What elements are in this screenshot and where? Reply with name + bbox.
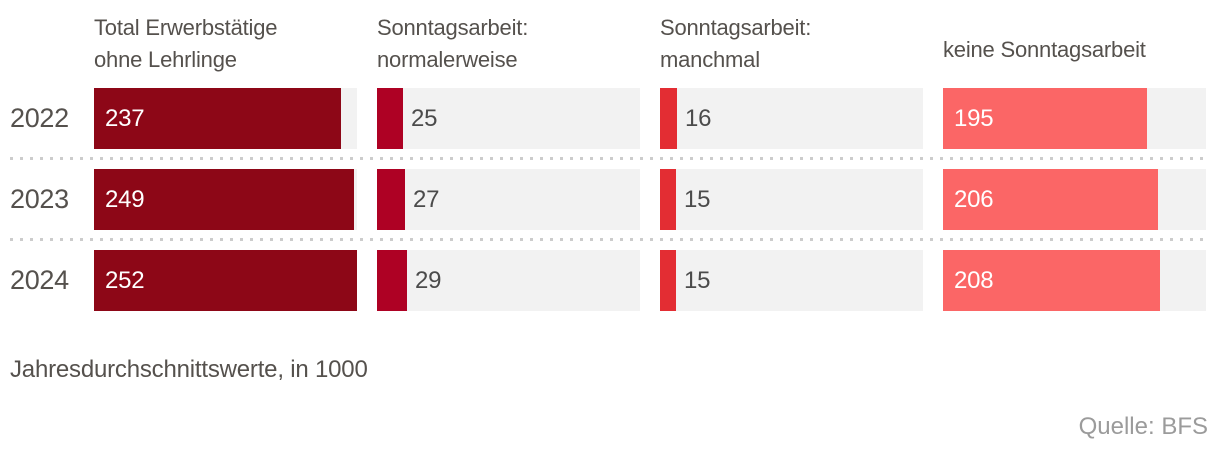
column-header: Total Erwerbstätige ohne Lehrlinge	[94, 15, 278, 72]
chart-row: 2024 252 29 15 208	[0, 250, 1220, 311]
bar-value: 252	[105, 267, 145, 294]
row-separator	[10, 238, 1208, 241]
chart-row: 2022 237 25 16 195	[0, 88, 1220, 149]
bar-track: 249	[94, 169, 357, 230]
bar-track: 15	[660, 250, 923, 311]
year-label: 2023	[10, 184, 69, 214]
bar-track: 237	[94, 88, 357, 149]
bar	[943, 250, 1160, 311]
bar	[94, 169, 354, 230]
year-label: 2024	[10, 265, 69, 295]
bar	[377, 169, 405, 230]
bar	[660, 250, 676, 311]
bar	[660, 169, 676, 230]
bar-track: 29	[377, 250, 640, 311]
bar-track: 195	[943, 88, 1206, 149]
bar-value: 208	[954, 267, 994, 294]
bar	[94, 250, 357, 311]
bar	[94, 88, 341, 149]
bar-value: 16	[685, 105, 712, 132]
bar-track: 27	[377, 169, 640, 230]
bar-track: 252	[94, 250, 357, 311]
column-header: keine Sonntagsarbeit	[943, 37, 1146, 62]
bar-value: 27	[413, 186, 440, 213]
bar-track: 208	[943, 250, 1206, 311]
bar	[943, 169, 1158, 230]
chart-row: 2023 249 27 15 206	[0, 169, 1220, 230]
row-separator	[10, 157, 1208, 160]
chart-source: Quelle: BFS	[1078, 413, 1208, 440]
bar-value: 15	[684, 186, 711, 213]
bar	[660, 88, 677, 149]
bar-track: 15	[660, 169, 923, 230]
bar-value: 29	[415, 267, 442, 294]
column-header: Sonntagsarbeit: manchmal	[660, 15, 812, 72]
year-label: 2022	[10, 103, 69, 133]
chart-footnote: Jahresdurchschnittswerte, in 1000	[10, 356, 368, 383]
bar-value: 249	[105, 186, 145, 213]
bar-value: 25	[411, 105, 438, 132]
bar-track: 206	[943, 169, 1206, 230]
bar-track: 25	[377, 88, 640, 149]
bar-track: 16	[660, 88, 923, 149]
bar-value: 237	[105, 105, 145, 132]
bar	[377, 88, 403, 149]
bar	[377, 250, 407, 311]
bar	[943, 88, 1147, 149]
bar-value: 195	[954, 105, 994, 132]
bar-value: 206	[954, 186, 994, 213]
bar-value: 15	[684, 267, 711, 294]
column-header: Sonntagsarbeit: normalerweise	[377, 15, 529, 72]
